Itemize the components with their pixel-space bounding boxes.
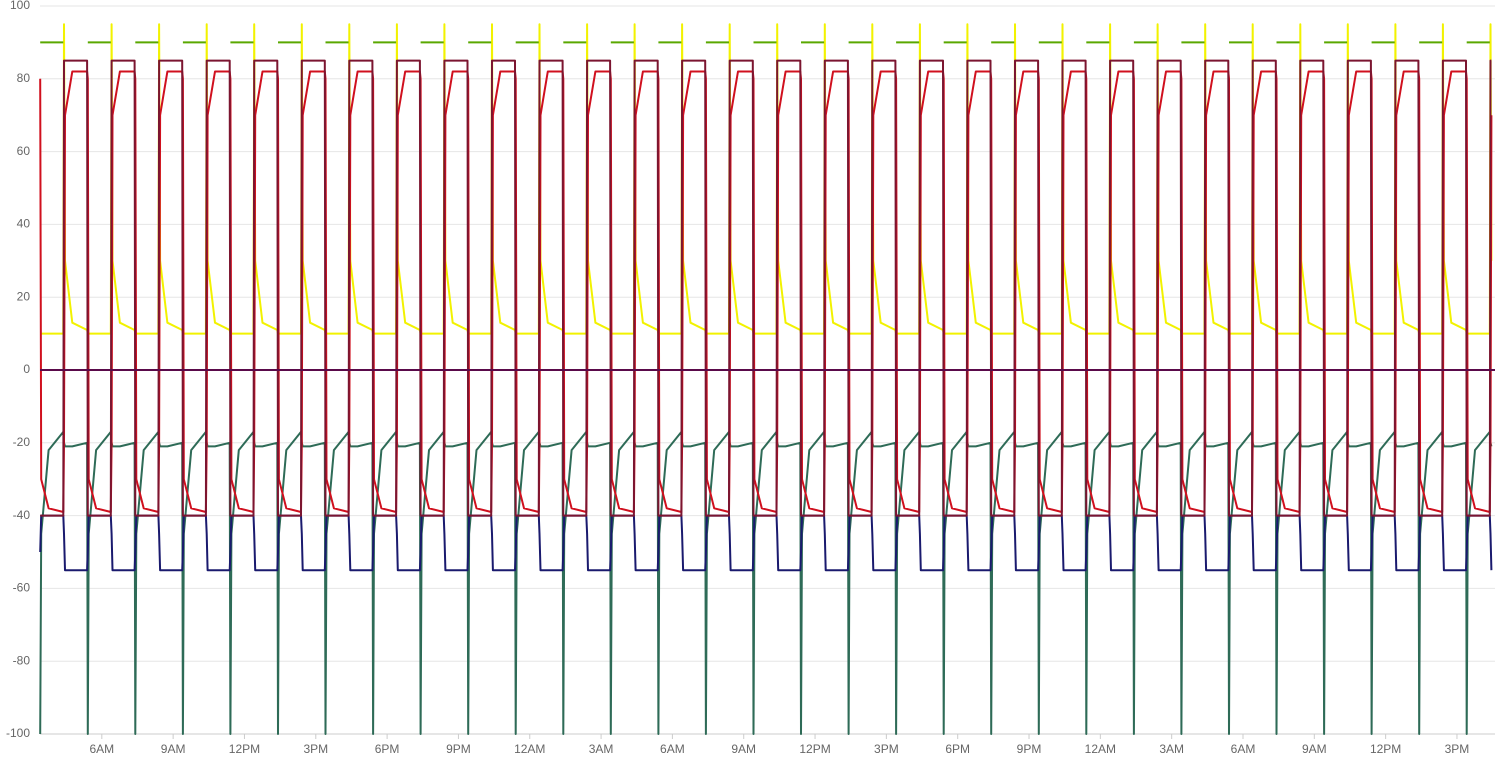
x-tick-label: 9PM (1017, 742, 1042, 756)
x-tick-label: 12PM (799, 742, 830, 756)
x-tick-label: 9AM (731, 742, 756, 756)
x-tick-label: 6AM (660, 742, 685, 756)
series-line (39, 430, 1493, 735)
x-tick-label: 3AM (589, 742, 614, 756)
x-tick-label: 12AM (514, 742, 545, 756)
y-tick-label: 0 (23, 362, 30, 376)
series-line (39, 514, 1493, 572)
x-tick-label: 12PM (1370, 742, 1401, 756)
y-tick-label: 80 (17, 71, 31, 85)
x-tick-label: 9AM (1302, 742, 1327, 756)
x-tick-label: 6AM (1231, 742, 1256, 756)
x-tick-label: 3PM (1445, 742, 1470, 756)
y-tick-label: -20 (13, 435, 31, 449)
y-tick-label: 20 (17, 289, 31, 303)
y-tick-label: 60 (17, 144, 31, 158)
y-tick-label: -100 (6, 726, 30, 740)
x-tick-label: 6PM (375, 742, 400, 756)
x-tick-label: 6AM (89, 742, 114, 756)
y-tick-label: 40 (17, 217, 31, 231)
x-tick-label: 3AM (1159, 742, 1184, 756)
x-tick-label: 9AM (161, 742, 186, 756)
y-tick-label: -80 (13, 653, 31, 667)
x-tick-label: 12AM (1085, 742, 1116, 756)
series-line (40, 59, 1492, 517)
y-tick-label: -40 (13, 508, 31, 522)
x-tick-label: 9PM (446, 742, 471, 756)
x-tick-label: 3PM (303, 742, 328, 756)
x-tick-label: 6PM (945, 742, 970, 756)
x-tick-label: 12PM (229, 742, 260, 756)
y-tick-label: 100 (10, 0, 30, 12)
x-tick-label: 3PM (874, 742, 899, 756)
y-tick-label: -60 (13, 581, 31, 595)
